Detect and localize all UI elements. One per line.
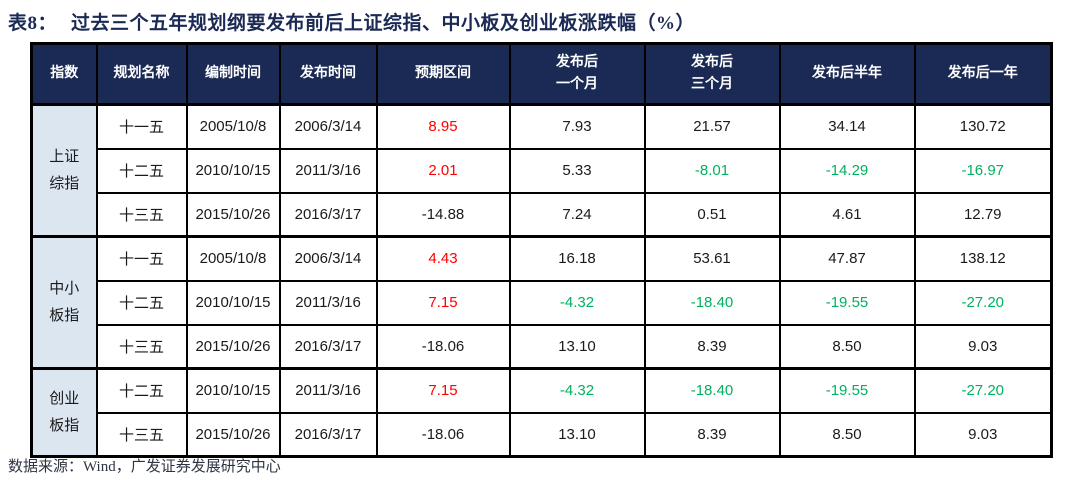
table-row: 中小 板指 十一五 2005/10/8 2006/3/14 4.43 16.18 53.61 4…: [30, 235, 1053, 370]
value-cell: 16.18: [508, 235, 646, 282]
value-cell: -27.20: [913, 367, 1053, 414]
value-cell: 13.10: [508, 323, 646, 370]
header-cell: 指数: [30, 42, 98, 106]
value-cell: 130.72: [913, 103, 1053, 150]
value-cell: -18.40: [643, 279, 781, 326]
value-cell: 12.79: [913, 191, 1053, 238]
plan-name-cell: 十二五: [95, 147, 188, 194]
published-date-cell: 2016/3/17: [278, 411, 378, 458]
value-cell: 34.14: [778, 103, 916, 150]
value-cell: 8.39: [643, 411, 781, 458]
drafted-date-cell: 2010/10/15: [185, 367, 281, 414]
header-cell: 发布时间: [278, 42, 378, 106]
value-cell: 4.43: [375, 235, 511, 282]
value-cell: 13.10: [508, 411, 646, 458]
table-row: 十三五 2015/10/26 2016/3/17 -18.06 13.10 8.39 8.5…: [32, 323, 1053, 370]
published-date-cell: 2011/3/16: [278, 367, 378, 414]
published-date-cell: 2016/3/17: [278, 323, 378, 370]
table-number-label: 表8：: [8, 13, 58, 34]
header-cell: 发布后一年: [913, 42, 1053, 106]
value-cell: -14.29: [778, 147, 916, 194]
plan-name-cell: 十二五: [95, 279, 188, 326]
header-cell: 预期区间: [375, 42, 511, 106]
table-title: 表8： 过去三个五年规划纲要发布前后上证综指、中小板及创业板涨跌幅（%）: [8, 8, 695, 35]
header-cell: 编制时间: [185, 42, 281, 106]
value-cell: 0.51: [643, 191, 781, 238]
header-cell: 发布后半年: [778, 42, 916, 106]
plan-name-cell: 十二五: [95, 367, 188, 414]
drafted-date-cell: 2015/10/26: [185, 191, 281, 238]
published-date-cell: 2011/3/16: [278, 279, 378, 326]
value-cell: 7.15: [375, 279, 511, 326]
five-year-plan-returns-table: 指数 规划名称 编制时间 发布时间 预期区间 发布后 一个月 发布后 三个月 发布后半年 发布后一年…: [30, 42, 1053, 458]
drafted-date-cell: 2005/10/8: [185, 103, 281, 150]
value-cell: 47.87: [778, 235, 916, 282]
plan-name-cell: 十一五: [95, 103, 188, 150]
value-cell: 5.33: [508, 147, 646, 194]
value-cell: 8.50: [778, 411, 916, 458]
table-header: 指数 规划名称 编制时间 发布时间 预期区间 发布后 一个月 发布后 三个月 发布后半年 发布后一年: [30, 42, 1053, 106]
drafted-date-cell: 2015/10/26: [185, 411, 281, 458]
drafted-date-cell: 2005/10/8: [185, 235, 281, 282]
table-row: 十二五 2010/10/15 2011/3/16 7.15 -4.32 -18.40 -19…: [32, 279, 1053, 326]
plan-name-cell: 十三五: [95, 411, 188, 458]
value-cell: 7.24: [508, 191, 646, 238]
value-cell: 21.57: [643, 103, 781, 150]
value-cell: 8.39: [643, 323, 781, 370]
table-title-text: 过去三个五年规划纲要发布前后上证综指、中小板及创业板涨跌幅（%）: [71, 13, 696, 34]
published-date-cell: 2011/3/16: [278, 147, 378, 194]
plan-name-cell: 十三五: [95, 323, 188, 370]
table-row: 创业 板指 十二五 2010/10/15 2011/3/16 7.15 -4.32 -18.4…: [30, 367, 1053, 458]
value-cell: -18.06: [375, 411, 511, 458]
table-row: 十三五 2015/10/26 2016/3/17 -18.06 13.10 8.39 8.5…: [32, 411, 1053, 458]
header-cell: 发布后 一个月: [508, 42, 646, 106]
value-cell: -19.55: [778, 367, 916, 414]
drafted-date-cell: 2015/10/26: [185, 323, 281, 370]
header-row: 指数 规划名称 编制时间 发布时间 预期区间 发布后 一个月 发布后 三个月 发布后半年 发布后一年: [30, 42, 1053, 106]
plan-name-cell: 十三五: [95, 191, 188, 238]
value-cell: 53.61: [643, 235, 781, 282]
value-cell: -18.40: [643, 367, 781, 414]
value-cell: -8.01: [643, 147, 781, 194]
value-cell: 138.12: [913, 235, 1053, 282]
value-cell: -27.20: [913, 279, 1053, 326]
header-cell: 规划名称: [95, 42, 188, 106]
index-cell: 上证 综指: [30, 103, 98, 238]
value-cell: 9.03: [913, 323, 1053, 370]
value-cell: 7.15: [375, 367, 511, 414]
data-source-note: 数据来源：Wind，广发证券发展研究中心: [8, 459, 281, 475]
drafted-date-cell: 2010/10/15: [185, 147, 281, 194]
value-cell: -4.32: [508, 367, 646, 414]
published-date-cell: 2006/3/14: [278, 103, 378, 150]
table-row: 十二五 2010/10/15 2011/3/16 2.01 5.33 -8.01 -14.2…: [32, 147, 1053, 194]
value-cell: 8.95: [375, 103, 511, 150]
value-cell: -19.55: [778, 279, 916, 326]
plan-name-cell: 十一五: [95, 235, 188, 282]
value-cell: -18.06: [375, 323, 511, 370]
table-row: 十三五 2015/10/26 2016/3/17 -14.88 7.24 0.51 4.61…: [32, 191, 1053, 238]
value-cell: 7.93: [508, 103, 646, 150]
value-cell: 8.50: [778, 323, 916, 370]
value-cell: 2.01: [375, 147, 511, 194]
drafted-date-cell: 2010/10/15: [185, 279, 281, 326]
value-cell: -16.97: [913, 147, 1053, 194]
value-cell: -4.32: [508, 279, 646, 326]
published-date-cell: 2006/3/14: [278, 235, 378, 282]
value-cell: 9.03: [913, 411, 1053, 458]
header-cell: 发布后 三个月: [643, 42, 781, 106]
index-cell: 中小 板指: [30, 235, 98, 370]
table-body: 上证 综指 十一五 2005/10/8 2006/3/14 8.95 7.93 21.57 34…: [30, 103, 1053, 458]
value-cell: -14.88: [375, 191, 511, 238]
index-cell: 创业 板指: [30, 367, 98, 458]
table-row: 上证 综指 十一五 2005/10/8 2006/3/14 8.95 7.93 21.57 34…: [30, 103, 1053, 238]
published-date-cell: 2016/3/17: [278, 191, 378, 238]
value-cell: 4.61: [778, 191, 916, 238]
